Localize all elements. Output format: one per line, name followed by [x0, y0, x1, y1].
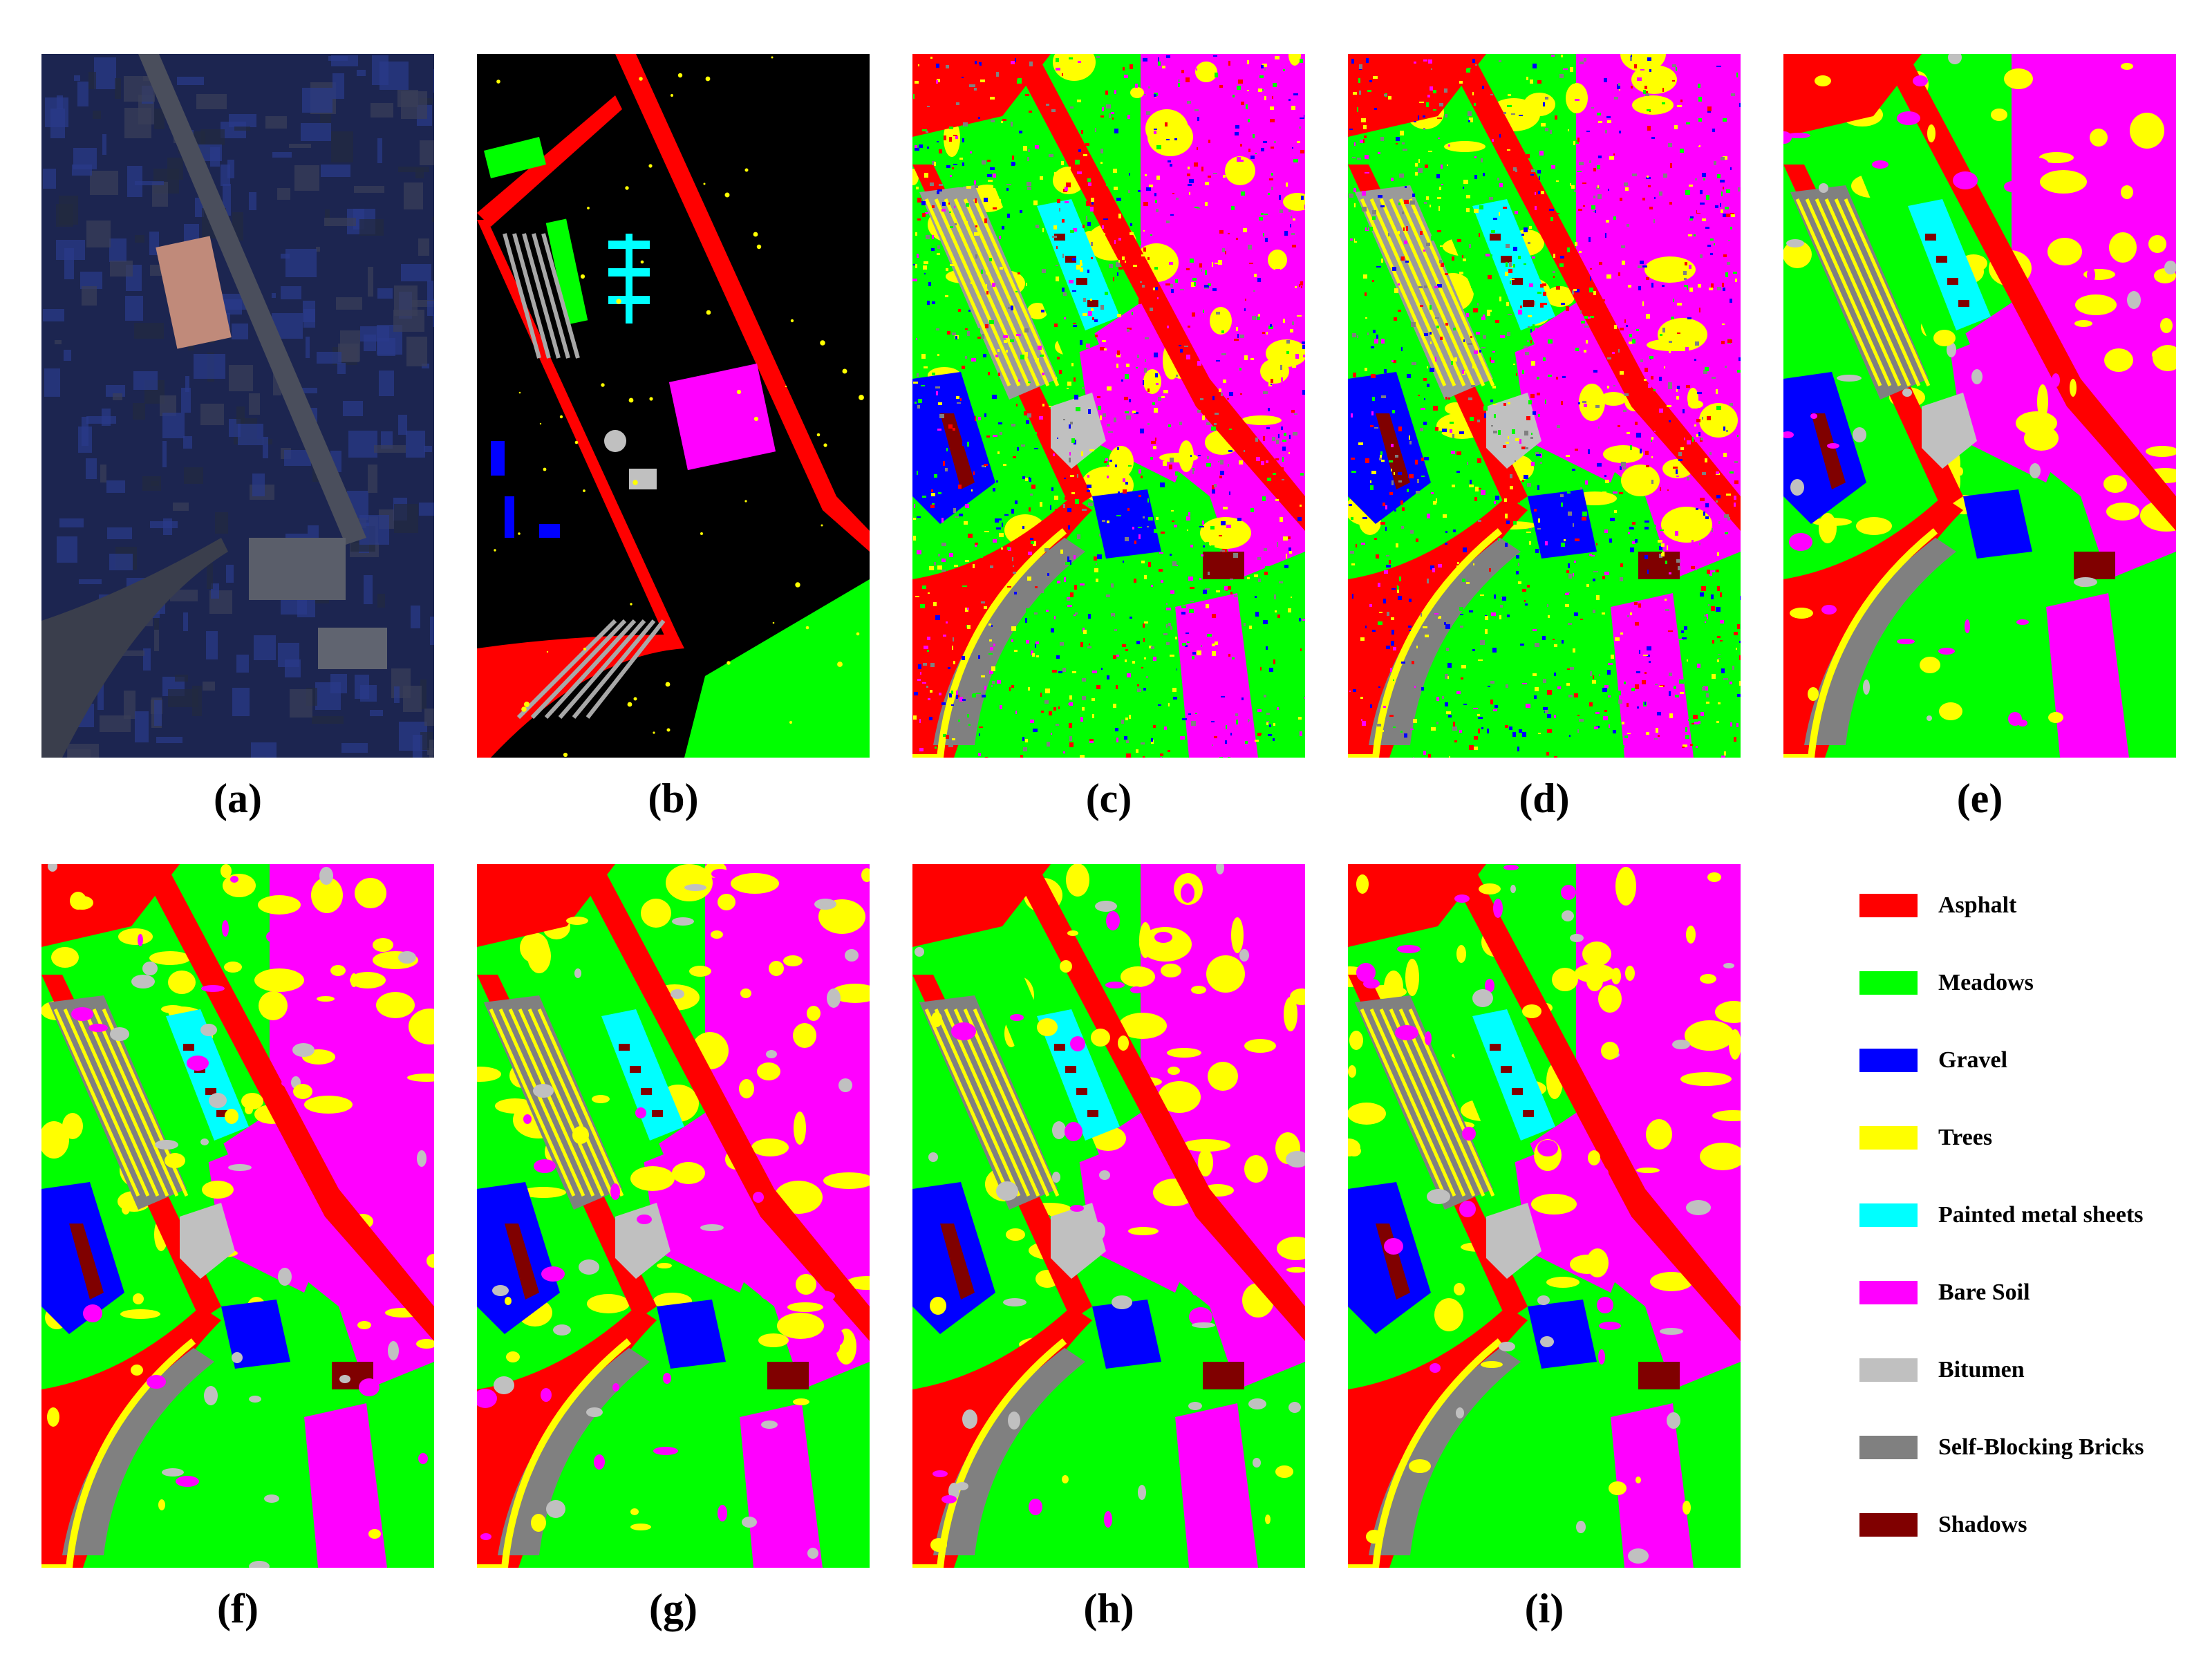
legend-label: Meadows [1938, 970, 2034, 995]
panel-b-image [477, 54, 870, 758]
legend-item: Painted metal sheets [1859, 1194, 2144, 1236]
panel-h-classification-map [912, 864, 1305, 1568]
legend-label: Asphalt [1938, 892, 2017, 918]
panel-e-image [1783, 54, 2176, 758]
legend-swatch [1859, 1049, 1918, 1072]
legend-item: Meadows [1859, 962, 2034, 1004]
panel-c-classification-map [912, 54, 1305, 758]
legend-swatch [1859, 1126, 1918, 1150]
panel-d-image [1348, 54, 1741, 758]
panel-d-classification-map [1348, 54, 1741, 758]
legend-label: Shadows [1938, 1512, 2027, 1537]
legend-swatch [1859, 1203, 1918, 1227]
panel-f-image [41, 864, 434, 1568]
legend-swatch [1859, 1513, 1918, 1537]
legend-swatch [1859, 1281, 1918, 1304]
legend-item: Shadows [1859, 1504, 2027, 1546]
caption-i: (i) [1524, 1586, 1564, 1631]
caption-e: (e) [1956, 776, 2003, 821]
panel-b-ground-truth-map [477, 54, 870, 758]
caption-h: (h) [1083, 1586, 1134, 1631]
legend-swatch [1859, 1358, 1918, 1382]
legend-label: Painted metal sheets [1938, 1202, 2144, 1228]
legend-swatch [1859, 894, 1918, 917]
legend-label: Self-Blocking Bricks [1938, 1434, 2144, 1460]
legend-item: Gravel [1859, 1040, 2007, 1081]
panel-a-false-color-image [41, 54, 434, 758]
legend-item: Trees [1859, 1117, 1992, 1159]
legend-item: Self-Blocking Bricks [1859, 1427, 2144, 1468]
legend-label: Gravel [1938, 1047, 2008, 1073]
legend-label: Bare Soil [1938, 1280, 2030, 1305]
panel-g-image [477, 864, 870, 1568]
caption-c: (c) [1085, 776, 1132, 821]
legend-swatch [1859, 971, 1918, 995]
caption-d: (d) [1519, 776, 1570, 821]
legend-item: Asphalt [1859, 885, 2016, 926]
panel-e-classification-map [1783, 54, 2176, 758]
legend-swatch [1859, 1436, 1918, 1459]
panel-a-image [41, 54, 434, 758]
class-legend: Asphalt Meadows Gravel Trees Painted metal s… [1859, 885, 2191, 1537]
caption-a: (a) [214, 776, 262, 821]
legend-item: Bare Soil [1859, 1272, 2030, 1313]
panel-g-classification-map [477, 864, 870, 1568]
panel-c-image [912, 54, 1305, 758]
legend-item: Bitumen [1859, 1349, 2025, 1391]
legend-label: Trees [1938, 1125, 1993, 1150]
caption-f: (f) [217, 1586, 259, 1631]
caption-b: (b) [648, 776, 699, 821]
panel-h-image [912, 864, 1305, 1568]
panel-f-classification-map [41, 864, 434, 1568]
legend-label: Bitumen [1938, 1357, 2025, 1382]
caption-g: (g) [649, 1586, 697, 1631]
panel-i-image [1348, 864, 1741, 1568]
panel-i-classification-map [1348, 864, 1741, 1568]
